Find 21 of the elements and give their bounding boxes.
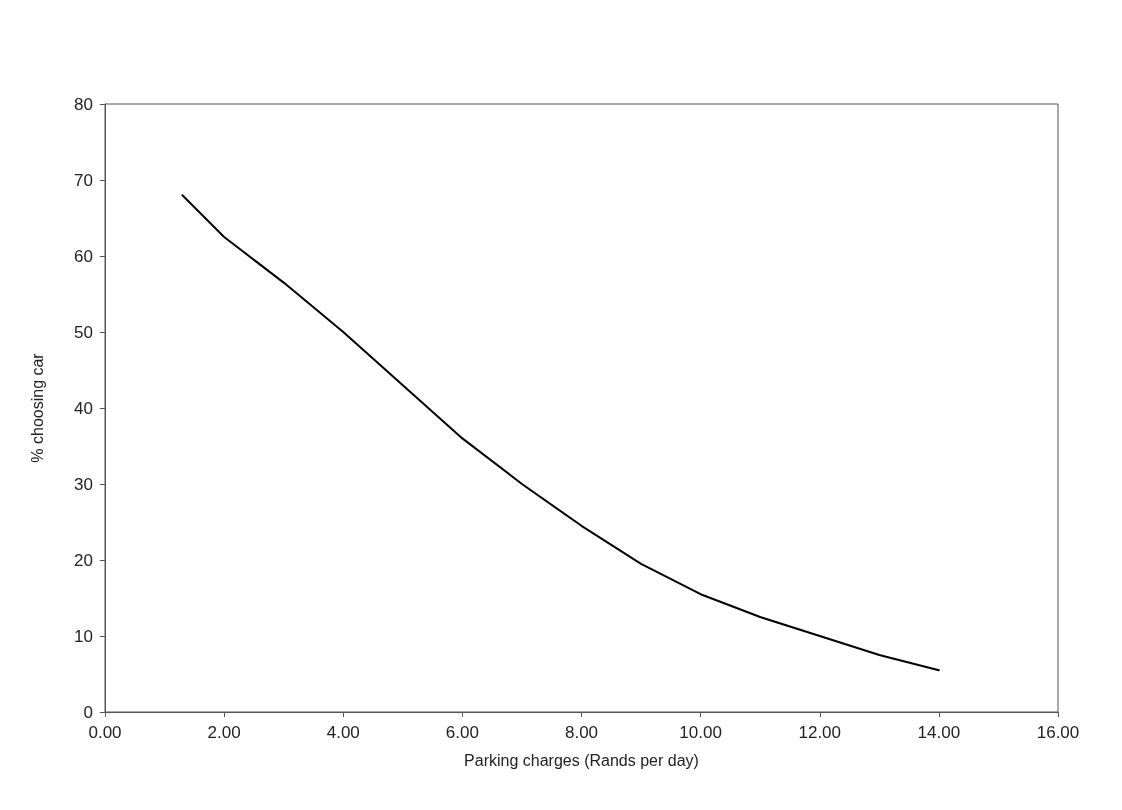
x-tick-label: 8.00	[564, 723, 599, 742]
y-tick-label: 30	[74, 474, 93, 494]
y-axis-title: % choosing car	[28, 352, 46, 463]
x-axis-title: Parking charges (Rands per day)	[464, 751, 699, 769]
y-tick-label: 70	[74, 170, 93, 190]
y-tick-label: 10	[74, 626, 93, 646]
y-tick-label: 40	[74, 398, 93, 418]
x-tick-label: 6.00	[445, 723, 479, 742]
x-tick-label: 2.00	[207, 723, 241, 742]
y-tick-label: 0	[83, 702, 93, 722]
y-tick-label: 60	[74, 246, 93, 266]
x-tick-label: 14.00	[917, 723, 961, 742]
y-tick-label: 50	[74, 322, 93, 342]
line-series	[181, 194, 940, 672]
y-tick-label: 80	[74, 94, 93, 114]
x-tick-label: 16.00	[1036, 723, 1080, 742]
x-tick-label: 10.00	[679, 723, 722, 742]
x-tick-label: 12.00	[798, 723, 842, 742]
x-tick-label: 4.00	[326, 723, 360, 742]
y-tick-label: 20	[74, 550, 93, 570]
x-tick-label: 0.00	[88, 723, 122, 742]
